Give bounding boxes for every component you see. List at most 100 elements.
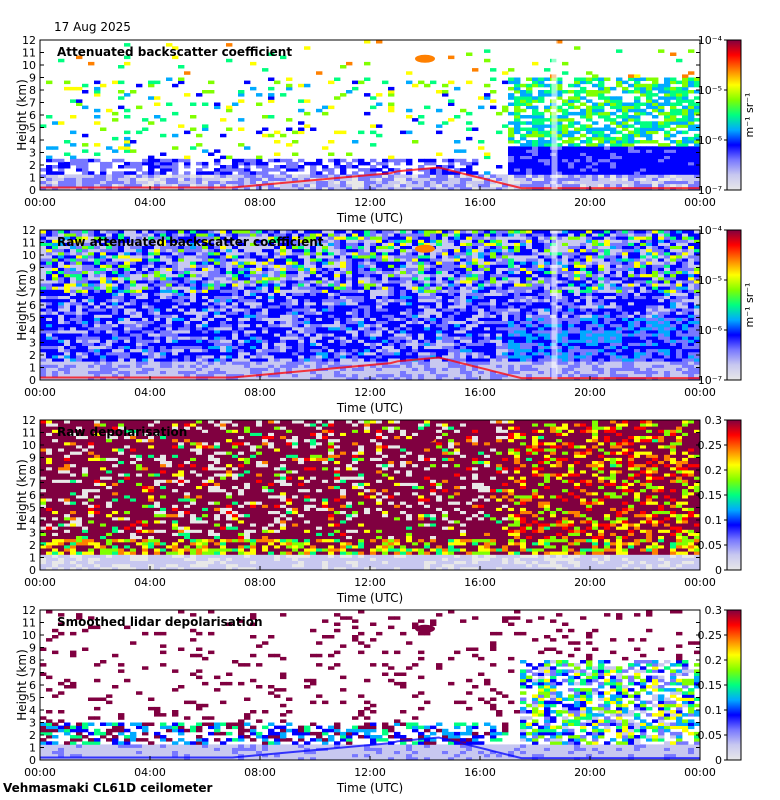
heatmap-cell <box>226 280 233 284</box>
heatmap-cell <box>130 298 137 303</box>
heatmap-cell <box>304 301 311 306</box>
heatmap-cell <box>208 301 215 306</box>
heatmap-cell <box>358 336 365 340</box>
heatmap-cell <box>268 245 275 250</box>
heatmap-cell <box>94 351 101 356</box>
heatmap-cell <box>100 261 107 265</box>
heatmap-cell <box>394 339 401 343</box>
heatmap-cell <box>592 149 599 153</box>
heatmap-cell <box>532 165 539 169</box>
heatmap-cell <box>262 295 269 300</box>
heatmap-cell <box>322 314 329 318</box>
heatmap-cell <box>142 264 149 268</box>
heatmap-cell <box>82 174 89 178</box>
heatmap-cell <box>562 183 569 188</box>
heatmap-cell <box>226 308 233 312</box>
heatmap-cell <box>106 292 113 296</box>
heatmap-cell <box>76 270 83 275</box>
heatmap-cell <box>136 165 143 169</box>
heatmap-cell <box>280 158 287 163</box>
heatmap-cell <box>514 140 521 144</box>
heatmap-cell <box>322 258 329 262</box>
heatmap-cell <box>532 133 539 138</box>
heatmap-cell <box>658 90 665 94</box>
heatmap-cell <box>250 230 257 234</box>
heatmap-cell <box>298 255 305 259</box>
heatmap-cell <box>262 361 269 365</box>
heatmap-cell <box>298 295 305 300</box>
heatmap-cell <box>316 239 323 243</box>
heatmap-cell <box>352 177 359 181</box>
heatmap-cell <box>64 342 71 346</box>
heatmap-cell <box>274 245 281 250</box>
heatmap-cell <box>406 242 413 246</box>
heatmap-cell <box>232 364 239 368</box>
heatmap-cell <box>394 311 401 315</box>
heatmap-cell <box>418 361 425 365</box>
heatmap-cell <box>664 149 671 153</box>
chart-title: Attenuated backscatter coefficient <box>57 45 292 59</box>
heatmap-cell <box>52 373 59 378</box>
heatmap-cell <box>304 286 311 290</box>
heatmap-cell <box>52 121 59 125</box>
heatmap-cell <box>520 136 527 141</box>
heatmap-cell <box>46 286 53 290</box>
heatmap-cell <box>274 255 281 259</box>
heatmap-cell <box>334 323 341 328</box>
heatmap-cell <box>466 127 473 131</box>
heatmap-cell <box>628 77 635 81</box>
heatmap-cell <box>220 333 227 337</box>
heatmap-cell <box>112 171 119 175</box>
heatmap-cell <box>598 158 605 163</box>
heatmap-cell <box>118 267 125 271</box>
heatmap-cell <box>82 339 89 343</box>
heatmap-cell <box>286 323 293 328</box>
heatmap-cell <box>388 158 395 163</box>
heatmap-cell <box>196 355 203 359</box>
heatmap-cell <box>592 121 599 125</box>
heatmap-cell <box>46 174 53 178</box>
heatmap-cell <box>226 364 233 368</box>
heatmap-cell <box>136 358 143 362</box>
heatmap-cell <box>142 342 149 346</box>
heatmap-cell <box>640 90 647 94</box>
heatmap-cell <box>538 96 545 100</box>
heatmap-cell <box>208 264 215 268</box>
heatmap-cell <box>124 180 131 185</box>
heatmap-cell <box>136 168 143 172</box>
heatmap-cell <box>280 174 287 178</box>
heatmap-cell <box>166 298 173 303</box>
heatmap-cell <box>268 158 275 163</box>
heatmap-cell <box>238 239 245 243</box>
heatmap-cell <box>358 233 365 237</box>
heatmap-cell <box>94 174 101 178</box>
heatmap-cell <box>292 270 299 275</box>
heatmap-cell <box>694 180 700 185</box>
heatmap-cell <box>160 239 167 243</box>
heatmap-cell <box>106 311 113 315</box>
heatmap-cell <box>310 180 317 185</box>
heatmap-cell <box>226 351 233 356</box>
heatmap-cell <box>214 233 221 237</box>
heatmap-cell <box>250 61 257 66</box>
heatmap-cell <box>634 168 641 172</box>
heatmap-cell <box>46 323 53 328</box>
heatmap-cell <box>58 183 65 188</box>
heatmap-cell <box>514 146 521 150</box>
heatmap-cell <box>100 283 107 287</box>
heatmap-cell <box>46 373 53 378</box>
heatmap-cell <box>358 280 365 284</box>
heatmap-cell <box>430 177 437 181</box>
heatmap-cell <box>652 80 659 85</box>
heatmap-cell <box>310 171 317 175</box>
heatmap-cell <box>112 348 119 353</box>
heatmap-cell <box>298 311 305 315</box>
heatmap-cell <box>490 177 497 181</box>
heatmap-cell <box>112 311 119 315</box>
heatmap-cell <box>664 124 671 128</box>
heatmap-cell <box>676 161 683 166</box>
heatmap-cell <box>412 320 419 325</box>
heatmap-cell <box>244 180 251 185</box>
heatmap-cell <box>58 236 65 240</box>
heatmap-cell <box>220 233 227 237</box>
